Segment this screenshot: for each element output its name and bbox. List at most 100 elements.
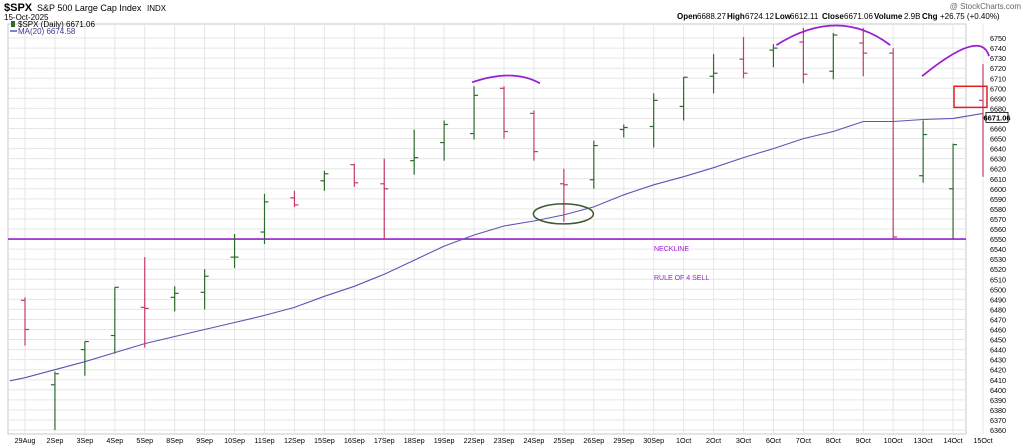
x-tick-label: 18Sep [404, 436, 425, 445]
x-tick-label: 19Sep [434, 436, 455, 445]
chg-label: Chg [922, 12, 938, 21]
high-value: 6724.12 [745, 12, 774, 21]
y-tick-label: 6410 [990, 376, 1006, 385]
y-tick-label: 6730 [990, 54, 1006, 63]
volume-label: Volume [874, 12, 903, 21]
y-tick-label: 6620 [990, 165, 1006, 174]
x-tick-label: 9Oct [856, 436, 871, 445]
last-price-tag-bg [985, 111, 1009, 123]
x-tick-label: 7Oct [796, 436, 811, 445]
y-tick-label: 6390 [990, 396, 1006, 405]
open-value: 6688.27 [697, 12, 726, 21]
x-tick-label: 6Oct [766, 436, 781, 445]
top-arc [471, 74, 541, 85]
legend-price-swatch [11, 21, 15, 27]
ohlc-bar [470, 86, 479, 140]
y-tick-label: 6510 [990, 275, 1006, 284]
close-value: 6671.06 [844, 12, 873, 21]
x-tick-label: 2Oct [706, 436, 721, 445]
ohlc-bar [619, 124, 628, 138]
ohlc-bar [230, 234, 239, 269]
y-tick-label: 6660 [990, 125, 1006, 134]
x-tick-label: 24Sep [524, 436, 545, 445]
close-label: Close [822, 12, 844, 21]
y-tick-label: 6750 [990, 34, 1006, 43]
volume-value: 2.9B [904, 12, 920, 21]
legend-ma: MA(20) 6674.58 [18, 27, 76, 36]
x-tick-label: 25Sep [553, 436, 574, 445]
quote-line: Open 6688.27 High 6724.12 Low 6612.11 Cl… [677, 12, 1000, 21]
header-symbol: $SPX [4, 2, 33, 14]
low-value: 6612.11 [790, 12, 819, 21]
ohlc-bar [440, 120, 449, 161]
watermark: @ StockCharts.com [950, 2, 1022, 11]
header-exchange: INDX [147, 4, 167, 13]
y-tick-label: 6500 [990, 285, 1006, 294]
y-tick-label: 6370 [990, 416, 1006, 425]
ohlc-bar [500, 86, 508, 139]
legend-price: $SPX (Daily) 6671.06 [18, 20, 95, 29]
y-tick-label: 6740 [990, 44, 1006, 53]
ohlc-bar [260, 193, 269, 245]
x-tick-label: 15Oct [973, 436, 992, 445]
y-tick-label: 6460 [990, 326, 1006, 335]
x-tick-label: 11Sep [254, 436, 274, 445]
header-date: 15-Oct-2025 [4, 13, 49, 22]
x-tick-label: 13Oct [914, 436, 933, 445]
x-tick-label: 23Sep [494, 436, 515, 445]
ohlc-bar [559, 168, 568, 222]
x-tick-label: 22Sep [464, 436, 485, 445]
y-tick-label: 6530 [990, 255, 1006, 264]
x-tick-label: 14Oct [943, 436, 962, 445]
ohlc-bar [649, 93, 658, 148]
ohlc-bar [200, 269, 209, 310]
ohlc-bar [320, 170, 329, 191]
gridlines [8, 24, 984, 434]
x-tick-label: 15Sep [314, 436, 335, 445]
legend: $SPX (Daily) 6671.06 MA(20) 6674.58 [10, 20, 95, 36]
y-tick-label: 6490 [990, 295, 1006, 304]
ohlc-bar [949, 143, 958, 240]
x-tick-label: 17Sep [374, 436, 395, 445]
y-tick-label: 6650 [990, 135, 1006, 144]
x-tick-label: 29Aug [15, 436, 36, 445]
ma20-group [9, 112, 984, 382]
price-box [953, 85, 988, 109]
ohlc-bar [829, 33, 838, 80]
y-tick-label: 6700 [990, 84, 1006, 93]
x-tick-label: 10Oct [884, 436, 903, 445]
chg-value: +26.75 (+0.40%) [940, 12, 1000, 21]
neckline-group: NECKLINE RULE OF 4 SELL [8, 238, 966, 282]
y-tick-label: 6560 [990, 225, 1006, 234]
x-tick-label: 26Sep [583, 436, 604, 445]
ohlc-bar [709, 54, 718, 94]
x-tick-label: 3Oct [736, 436, 751, 445]
ohlc-bar [859, 28, 868, 77]
ohlc-bar [21, 297, 29, 346]
y-tick-label: 6710 [990, 74, 1006, 83]
high-label: High [727, 12, 745, 21]
x-tick-label: 5Sep [136, 436, 153, 445]
x-tick-label: 16Sep [344, 436, 365, 445]
x-tick-label: 29Sep [613, 436, 634, 445]
y-tick-label: 6400 [990, 386, 1006, 395]
y-tick-label: 6680 [990, 104, 1006, 113]
y-tick-label: 6580 [990, 205, 1006, 214]
ohlc-bar [919, 120, 928, 183]
x-tick-label: 3Sep [76, 436, 93, 445]
ohlc-bar [290, 190, 299, 207]
y-tick-label: 6640 [990, 145, 1006, 154]
annotations-group: 6671.06 [471, 24, 1011, 225]
x-axis-ticks: 29Aug 2Sep 3Sep 4Sep 5Sep 8Sep 9Sep 10Sep 11Sep 1… [15, 436, 993, 445]
x-tick-label: 1Oct [676, 436, 691, 445]
y-tick-label: 6630 [990, 155, 1006, 164]
x-tick-label: 8Oct [826, 436, 841, 445]
ohlc-bar [889, 48, 898, 240]
x-tick-label: 12Sep [284, 436, 305, 445]
rule-of-4-label: RULE OF 4 SELL [654, 275, 709, 282]
y-tick-label: 6440 [990, 346, 1006, 355]
ohlc-bar [679, 76, 688, 121]
y-tick-label: 6360 [990, 426, 1006, 435]
